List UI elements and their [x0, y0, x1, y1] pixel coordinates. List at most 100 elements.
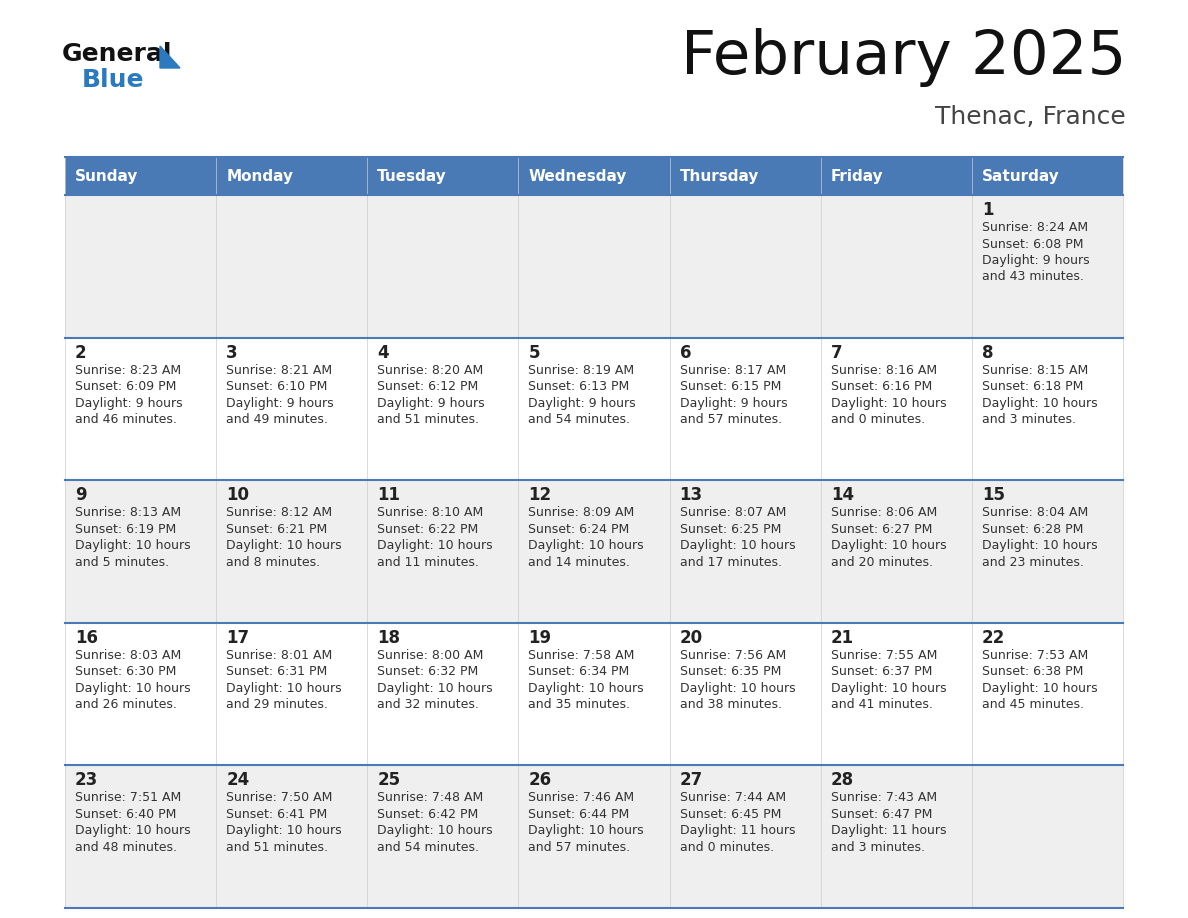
- Text: Sunset: 6:47 PM: Sunset: 6:47 PM: [830, 808, 933, 821]
- Text: 20: 20: [680, 629, 702, 647]
- Text: 25: 25: [378, 771, 400, 789]
- Text: Blue: Blue: [82, 68, 145, 92]
- Text: Sunrise: 8:16 AM: Sunrise: 8:16 AM: [830, 364, 937, 376]
- Text: Daylight: 10 hours: Daylight: 10 hours: [981, 397, 1098, 409]
- Text: and 48 minutes.: and 48 minutes.: [75, 841, 177, 854]
- Text: Sunrise: 8:20 AM: Sunrise: 8:20 AM: [378, 364, 484, 376]
- Text: and 26 minutes.: and 26 minutes.: [75, 699, 177, 711]
- Text: 8: 8: [981, 343, 993, 362]
- Bar: [670, 622, 821, 766]
- Text: and 54 minutes.: and 54 minutes.: [378, 841, 479, 854]
- Text: and 11 minutes.: and 11 minutes.: [378, 555, 479, 568]
- Bar: [821, 766, 972, 908]
- Text: Daylight: 10 hours: Daylight: 10 hours: [680, 539, 795, 553]
- Text: and 29 minutes.: and 29 minutes.: [226, 699, 328, 711]
- Text: Sunrise: 8:13 AM: Sunrise: 8:13 AM: [75, 506, 181, 520]
- Text: Sunset: 6:16 PM: Sunset: 6:16 PM: [830, 380, 931, 393]
- Text: Sunset: 6:44 PM: Sunset: 6:44 PM: [529, 808, 630, 821]
- Text: Sunrise: 8:12 AM: Sunrise: 8:12 AM: [226, 506, 333, 520]
- Text: Daylight: 10 hours: Daylight: 10 hours: [75, 682, 190, 695]
- Bar: [972, 622, 1123, 766]
- Text: Sunset: 6:45 PM: Sunset: 6:45 PM: [680, 808, 781, 821]
- Text: Daylight: 10 hours: Daylight: 10 hours: [529, 824, 644, 837]
- Text: and 57 minutes.: and 57 minutes.: [529, 841, 631, 854]
- Text: Sunrise: 8:24 AM: Sunrise: 8:24 AM: [981, 221, 1088, 234]
- Text: Daylight: 10 hours: Daylight: 10 hours: [830, 539, 947, 553]
- Bar: [216, 480, 367, 622]
- Text: Sunset: 6:30 PM: Sunset: 6:30 PM: [75, 666, 176, 678]
- Text: Daylight: 10 hours: Daylight: 10 hours: [830, 397, 947, 409]
- Text: Saturday: Saturday: [981, 169, 1060, 184]
- Text: and 54 minutes.: and 54 minutes.: [529, 413, 631, 426]
- Text: Daylight: 10 hours: Daylight: 10 hours: [830, 682, 947, 695]
- Text: and 45 minutes.: and 45 minutes.: [981, 699, 1083, 711]
- Text: Sunrise: 8:00 AM: Sunrise: 8:00 AM: [378, 649, 484, 662]
- Bar: [972, 195, 1123, 338]
- Text: Sunset: 6:31 PM: Sunset: 6:31 PM: [226, 666, 328, 678]
- Bar: [821, 338, 972, 480]
- Text: Thursday: Thursday: [680, 169, 759, 184]
- Bar: [972, 338, 1123, 480]
- Text: and 57 minutes.: and 57 minutes.: [680, 413, 782, 426]
- Text: 27: 27: [680, 771, 703, 789]
- Text: and 5 minutes.: and 5 minutes.: [75, 555, 169, 568]
- Bar: [65, 338, 216, 480]
- Bar: [216, 195, 367, 338]
- Text: 4: 4: [378, 343, 388, 362]
- Text: Daylight: 9 hours: Daylight: 9 hours: [75, 397, 183, 409]
- Text: Sunrise: 8:03 AM: Sunrise: 8:03 AM: [75, 649, 182, 662]
- Text: Daylight: 9 hours: Daylight: 9 hours: [226, 397, 334, 409]
- Text: Daylight: 10 hours: Daylight: 10 hours: [981, 682, 1098, 695]
- Text: 17: 17: [226, 629, 249, 647]
- Text: Sunrise: 8:07 AM: Sunrise: 8:07 AM: [680, 506, 786, 520]
- Text: and 41 minutes.: and 41 minutes.: [830, 699, 933, 711]
- Text: and 43 minutes.: and 43 minutes.: [981, 271, 1083, 284]
- Text: 2: 2: [75, 343, 87, 362]
- Text: General: General: [62, 42, 172, 66]
- Text: Sunset: 6:24 PM: Sunset: 6:24 PM: [529, 522, 630, 536]
- Text: Sunrise: 8:04 AM: Sunrise: 8:04 AM: [981, 506, 1088, 520]
- Text: Sunrise: 7:48 AM: Sunrise: 7:48 AM: [378, 791, 484, 804]
- Text: and 3 minutes.: and 3 minutes.: [981, 413, 1076, 426]
- Text: Sunset: 6:34 PM: Sunset: 6:34 PM: [529, 666, 630, 678]
- Text: Sunset: 6:22 PM: Sunset: 6:22 PM: [378, 522, 479, 536]
- Text: 19: 19: [529, 629, 551, 647]
- Text: 9: 9: [75, 487, 87, 504]
- Text: Sunset: 6:27 PM: Sunset: 6:27 PM: [830, 522, 933, 536]
- Text: Daylight: 10 hours: Daylight: 10 hours: [378, 682, 493, 695]
- Text: Daylight: 10 hours: Daylight: 10 hours: [378, 824, 493, 837]
- Text: Sunset: 6:32 PM: Sunset: 6:32 PM: [378, 666, 479, 678]
- Text: Daylight: 9 hours: Daylight: 9 hours: [981, 254, 1089, 267]
- Text: 15: 15: [981, 487, 1005, 504]
- Bar: [216, 157, 367, 195]
- Bar: [670, 338, 821, 480]
- Text: February 2025: February 2025: [681, 28, 1126, 87]
- Text: Monday: Monday: [226, 169, 293, 184]
- Text: Sunrise: 8:01 AM: Sunrise: 8:01 AM: [226, 649, 333, 662]
- Text: Sunrise: 8:23 AM: Sunrise: 8:23 AM: [75, 364, 181, 376]
- Text: Sunday: Sunday: [75, 169, 138, 184]
- Text: and 23 minutes.: and 23 minutes.: [981, 555, 1083, 568]
- Text: and 0 minutes.: and 0 minutes.: [680, 841, 773, 854]
- Text: and 35 minutes.: and 35 minutes.: [529, 699, 631, 711]
- Bar: [972, 157, 1123, 195]
- Bar: [367, 157, 518, 195]
- Text: Sunrise: 8:09 AM: Sunrise: 8:09 AM: [529, 506, 634, 520]
- Text: Daylight: 10 hours: Daylight: 10 hours: [529, 539, 644, 553]
- Text: Daylight: 9 hours: Daylight: 9 hours: [378, 397, 485, 409]
- Text: 6: 6: [680, 343, 691, 362]
- Text: 12: 12: [529, 487, 551, 504]
- Text: Sunset: 6:38 PM: Sunset: 6:38 PM: [981, 666, 1083, 678]
- Text: and 32 minutes.: and 32 minutes.: [378, 699, 479, 711]
- Bar: [670, 195, 821, 338]
- Bar: [821, 622, 972, 766]
- Bar: [518, 195, 670, 338]
- Bar: [670, 157, 821, 195]
- Text: Daylight: 10 hours: Daylight: 10 hours: [680, 682, 795, 695]
- Bar: [367, 480, 518, 622]
- Text: Sunset: 6:10 PM: Sunset: 6:10 PM: [226, 380, 328, 393]
- Bar: [518, 338, 670, 480]
- Bar: [216, 338, 367, 480]
- Text: and 51 minutes.: and 51 minutes.: [226, 841, 328, 854]
- Bar: [821, 480, 972, 622]
